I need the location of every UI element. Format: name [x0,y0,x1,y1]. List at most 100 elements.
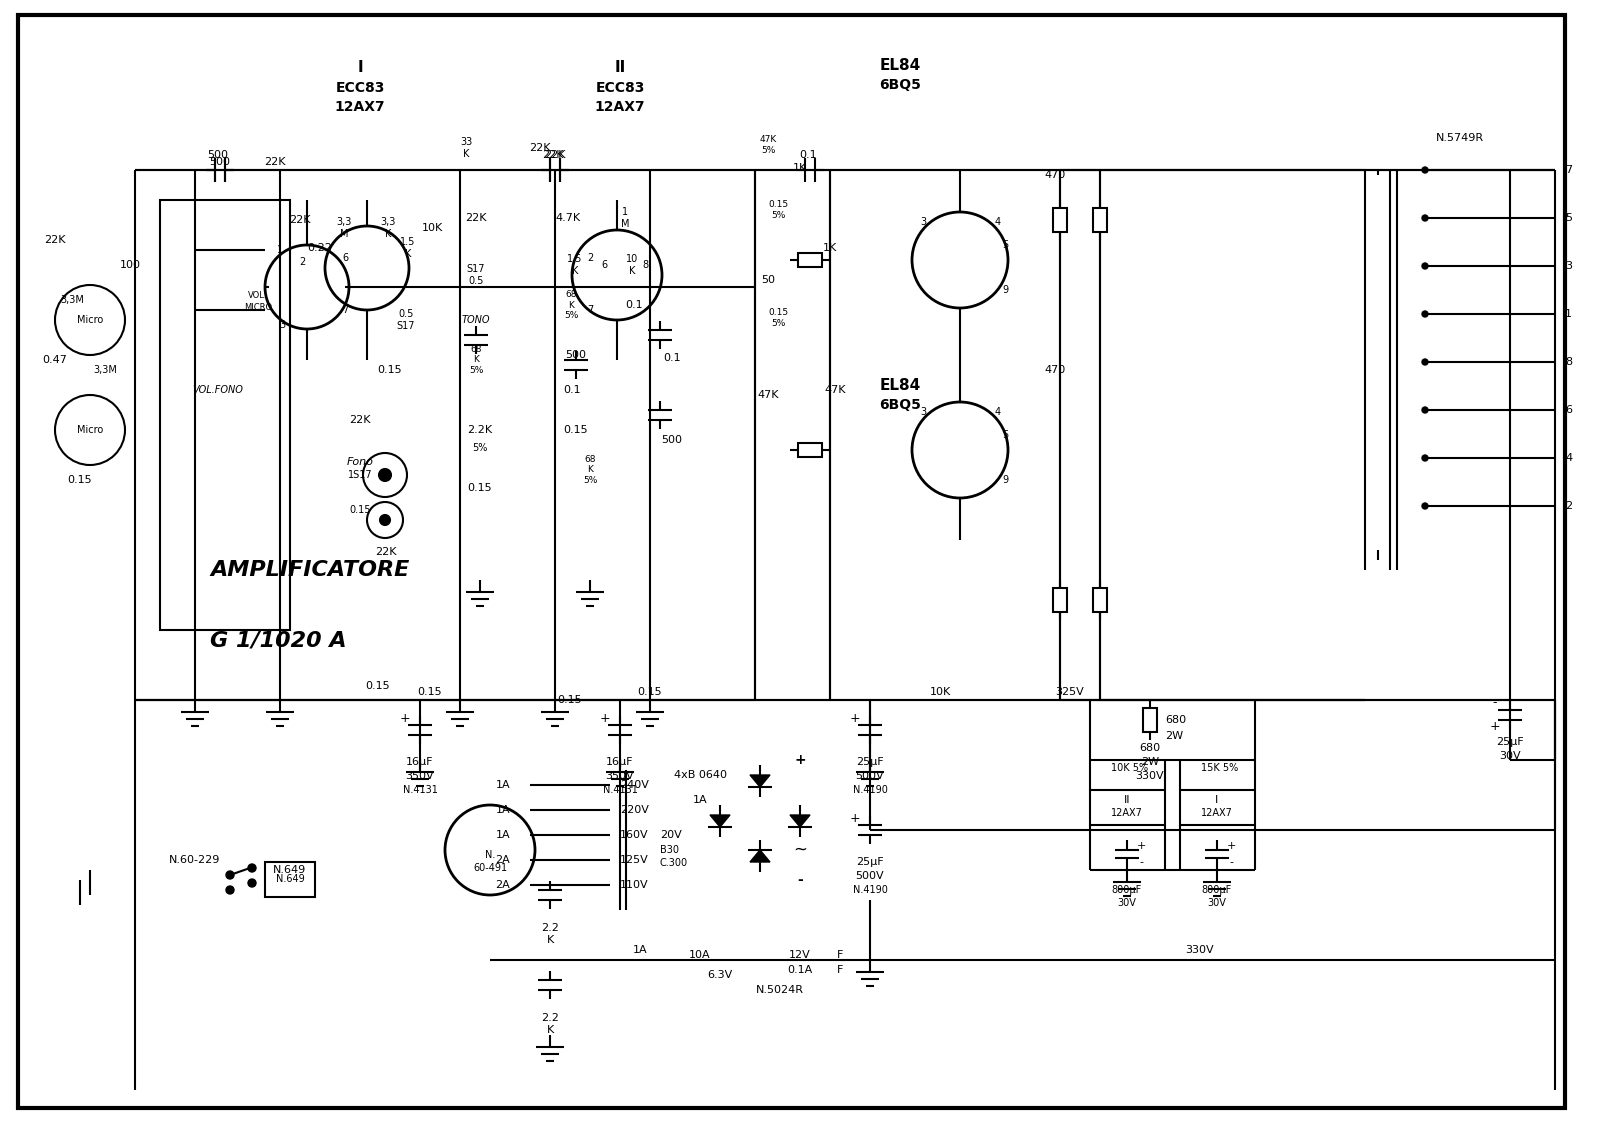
Text: 4: 4 [995,217,1002,227]
Text: 4: 4 [1565,454,1573,463]
Text: 0.15: 0.15 [366,681,390,691]
Bar [798,443,822,457]
Text: 470: 470 [1045,170,1066,180]
Text: 6: 6 [602,260,606,270]
Text: 2.2: 2.2 [541,923,558,933]
Text: 50: 50 [762,275,774,285]
Text: 2: 2 [587,253,594,264]
Text: 325V: 325V [1056,687,1085,697]
Text: 22K: 22K [45,235,66,245]
Text: +: + [1226,841,1235,851]
Text: 30V: 30V [1117,898,1136,908]
Text: Micro: Micro [77,425,102,435]
Text: +: + [1490,720,1501,734]
Text: K: K [546,1025,554,1035]
Text: 0.1: 0.1 [798,150,818,159]
Text: 15K 5%: 15K 5% [1202,763,1238,772]
Text: 20V: 20V [661,830,682,840]
Text: 0.1A: 0.1A [787,965,813,975]
Text: 0.15
5%: 0.15 5% [768,309,789,328]
Text: 7: 7 [342,305,349,316]
Text: 25µF: 25µF [856,857,883,867]
Text: 0.15
5%: 0.15 5% [768,200,789,219]
Text: C.300: C.300 [661,858,688,867]
Text: 680: 680 [1165,715,1186,725]
Text: 1
M: 1 M [621,207,629,228]
Text: 2A: 2A [496,855,510,865]
Text: 330V: 330V [1136,771,1165,782]
Text: 1A: 1A [693,795,707,805]
Text: ~: ~ [794,841,806,860]
Text: 500V: 500V [856,771,885,782]
Text: +: + [400,711,410,725]
Text: 800µF: 800µF [1202,884,1232,895]
Circle shape [1422,455,1429,461]
Circle shape [379,469,390,481]
Bar [798,253,822,267]
Text: 3: 3 [1565,261,1571,271]
Text: 25µF: 25µF [1496,737,1523,746]
Text: 12AX7: 12AX7 [1202,808,1234,818]
Text: 30V: 30V [1208,898,1227,908]
Text: Micro: Micro [77,316,102,325]
Text: 330V: 330V [1186,946,1214,955]
Text: MICRO: MICRO [243,303,272,312]
Text: 0.15: 0.15 [349,506,371,515]
Circle shape [1422,167,1429,173]
Text: 8: 8 [642,260,648,270]
Text: 0.1: 0.1 [563,385,581,395]
Text: 0.15: 0.15 [467,483,493,493]
Text: 12AX7: 12AX7 [334,100,386,114]
Text: 9: 9 [1002,285,1008,295]
Circle shape [226,886,234,893]
Bar [1053,208,1067,232]
Text: 0.15: 0.15 [563,425,589,435]
Text: 6BQ5: 6BQ5 [878,78,922,92]
Text: 47K: 47K [757,390,779,400]
Polygon shape [710,815,730,827]
Circle shape [1422,407,1429,413]
Text: 1.5
K: 1.5 K [568,254,582,276]
Text: 12AX7: 12AX7 [595,100,645,114]
Text: N.: N. [485,851,494,860]
Text: 7: 7 [1565,165,1573,175]
Text: 160V: 160V [621,830,648,840]
Text: 47K
5%: 47K 5% [760,136,776,155]
Circle shape [1422,215,1429,221]
Text: 470: 470 [1045,365,1066,375]
Text: 500: 500 [565,349,587,360]
Text: 1A: 1A [632,946,648,955]
Text: 22K: 22K [542,150,563,159]
Text: 3: 3 [920,407,926,417]
Text: 30V: 30V [1499,751,1522,761]
Text: 1: 1 [1565,309,1571,319]
Text: 10K: 10K [421,223,443,233]
Text: 110V: 110V [621,880,648,890]
Text: 22K: 22K [376,547,397,556]
Circle shape [226,871,234,879]
Text: EL84: EL84 [880,378,920,392]
Text: 2.2K: 2.2K [467,425,493,435]
Text: N.4190: N.4190 [853,785,888,795]
Text: 4xB 0640: 4xB 0640 [674,770,726,780]
Text: 0.15: 0.15 [558,696,582,705]
Text: 10
K: 10 K [626,254,638,276]
Text: N.649: N.649 [275,874,304,884]
Text: F: F [837,965,843,975]
Text: 1: 1 [277,245,283,254]
Text: AMPLIFICATORE: AMPLIFICATORE [210,560,410,580]
Text: 500: 500 [210,157,230,167]
Text: 1S17: 1S17 [347,470,373,480]
Polygon shape [750,851,770,862]
Text: 500: 500 [208,150,229,159]
Text: 2A: 2A [496,880,510,890]
Text: 5: 5 [1002,430,1008,440]
Text: 1K: 1K [794,163,806,173]
Text: 12AX7: 12AX7 [1110,808,1142,818]
Text: 8: 8 [1565,357,1573,366]
Text: 3: 3 [920,217,926,227]
Text: 25µF: 25µF [856,757,883,767]
Bar [1181,789,1254,824]
Circle shape [381,515,390,525]
Text: 6: 6 [342,253,349,264]
